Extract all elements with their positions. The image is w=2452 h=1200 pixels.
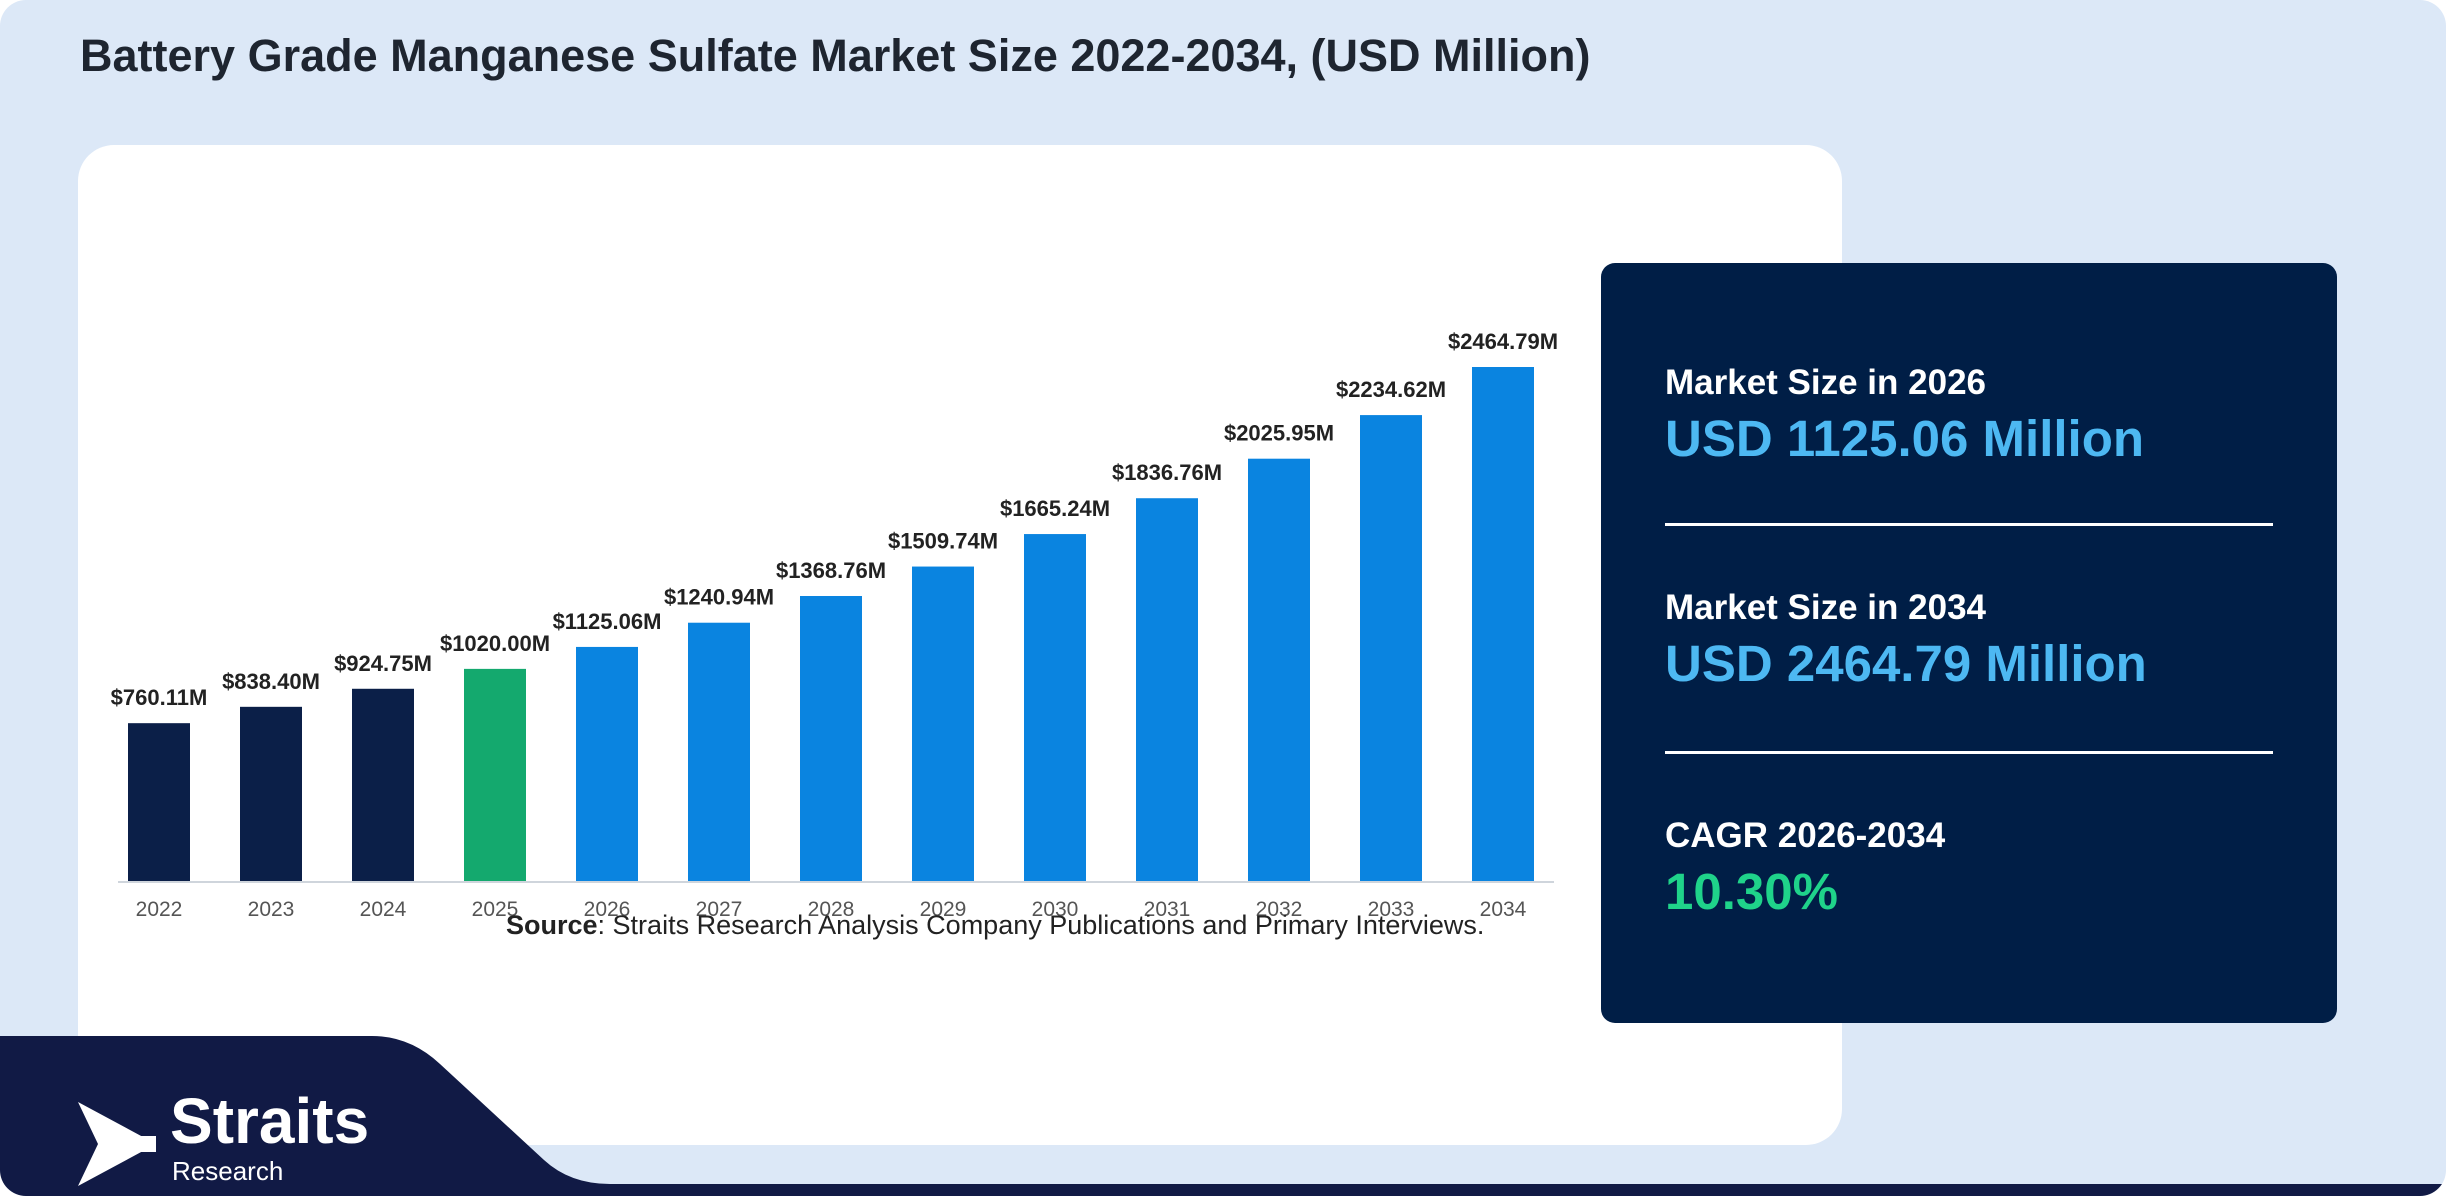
source-note: Source: Straits Research Analysis Compan… [506,910,1484,941]
source-text: : Straits Research Analysis Company Publ… [597,910,1485,940]
x-tick-label-2033: 2033 [1368,898,1415,921]
data-label-2028: $1368.76M [776,558,886,583]
stat-label: Market Size in 2026 [1665,363,1986,402]
x-tick-label-2029: 2029 [920,898,967,921]
logo-name: Straits [170,1085,370,1157]
stat-market-size-2034: Market Size in 2034 USD 2464.79 Million [1665,588,2147,693]
data-label-2029: $1509.74M [888,529,998,554]
bar-2031 [1136,498,1198,882]
data-label-2034: $2464.79M [1448,329,1558,354]
data-label-2032: $2025.95M [1224,421,1334,446]
x-tick-label-2030: 2030 [1032,898,1079,921]
source-label: Source [506,910,598,940]
x-tick-label-2027: 2027 [696,898,743,921]
stat-value: USD 1125.06 Million [1665,410,2145,467]
bar-2028 [800,596,862,882]
x-tick-label-2034: 2034 [1480,898,1527,921]
data-label-2031: $1836.76M [1112,460,1222,485]
bar-2024 [352,688,414,882]
logo-subtitle: Research [172,1156,284,1186]
data-label-2027: $1240.94M [664,585,774,610]
bar-2025 [464,668,526,882]
bar-chart: $760.11M $838.40M $924.75M $1020.00M$1125.0… [111,329,1558,921]
x-tick-label-2025: 2025 [472,898,519,921]
stat-label: CAGR 2026-2034 [1665,816,1946,855]
x-tick-label-2022: 2022 [136,898,183,921]
logo-arrow-icon [78,1102,156,1186]
data-label-2025: $1020.00M [440,631,550,656]
stat-cagr: CAGR 2026-2034 10.30% [1665,816,1945,921]
stat-value: USD 2464.79 Million [1665,635,2147,692]
stat-label: Market Size in 2034 [1665,588,1986,627]
bar-2033 [1360,415,1422,882]
x-tick-label-2032: 2032 [1256,898,1303,921]
data-label-2030: $1665.24M [1000,496,1110,521]
data-label-2026: $1125.06M [553,609,662,634]
key-stats-panel: Market Size in 2026 USD 1125.06 Million … [1601,263,2337,1023]
chart-card: $760.11M $838.40M $924.75M $1020.00M $1125.0… [78,145,1842,1145]
bar-2030 [1024,534,1086,882]
bar-2029 [912,566,974,882]
bar-2026 [576,646,638,882]
x-tick-label-2023: 2023 [248,898,295,921]
straits-logo: Straits Research [78,1085,398,1188]
x-tick-label-2031: 2031 [1144,898,1191,921]
stat-market-size-2026: Market Size in 2026 USD 1125.06 Million [1665,363,2144,468]
bar-2022 [128,723,190,882]
page-title: Battery Grade Manganese Sulfate Market S… [80,30,1591,81]
bar-2027 [688,622,750,882]
x-tick-label-2028: 2028 [808,898,855,921]
data-label-2033: $2234.62M [1336,377,1446,402]
data-label-2024: $924.75M [334,651,432,676]
bar-2023 [240,706,302,882]
x-tick-label-2024: 2024 [360,898,407,921]
divider [1665,751,2273,754]
divider [1665,523,2273,526]
bar-2032 [1248,458,1310,882]
stat-value: 10.30% [1665,863,1838,920]
bar-2034 [1472,367,1534,882]
data-label-2023: $838.40M [222,669,320,694]
x-tick-label-2026: 2026 [584,898,631,921]
data-label-2022: $760.11M [111,685,208,710]
